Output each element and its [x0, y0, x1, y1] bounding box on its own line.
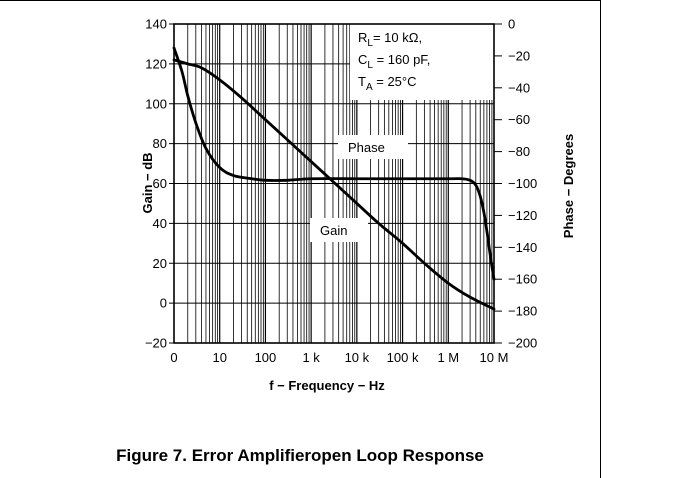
- y-left-tick-label: 120: [145, 56, 167, 71]
- cond-1-sub: L: [367, 38, 373, 49]
- x-axis-title: f − Frequency − Hz: [269, 378, 385, 393]
- y-axis-right-title: Phase − Degrees: [561, 134, 576, 238]
- y-right-tick-label: −100: [508, 176, 537, 191]
- phase-label: Phase: [348, 140, 385, 155]
- y-left-tick-label: 60: [153, 176, 167, 191]
- series-curves: [172, 46, 496, 311]
- y-right-tick-label: −140: [508, 240, 537, 255]
- cond-1-rest: = 10 kΩ,: [373, 30, 422, 45]
- top-border-line: [0, 0, 600, 1]
- y-right-tick-label: 0: [508, 17, 515, 32]
- phase-curve: [172, 46, 496, 281]
- cond-2-main: C: [358, 52, 367, 67]
- gain-label-bg: [310, 218, 368, 242]
- cond-2-sub: L: [367, 60, 373, 71]
- cond-3-main: T: [358, 74, 366, 89]
- y-right-tick-label: −200: [508, 336, 537, 351]
- x-tick-label: 10 M: [480, 350, 509, 365]
- cond-3-sub: A: [366, 82, 373, 93]
- conditions-line-3: TA = 25°C: [358, 74, 417, 93]
- y-right-tick-label: −180: [508, 304, 537, 319]
- conditions-line-1: RL= 10 kΩ,: [358, 30, 422, 49]
- gain-label: Gain: [320, 223, 347, 238]
- grid-lines: [174, 24, 494, 343]
- gain-curve: [172, 58, 496, 311]
- x-tick-label: 0: [170, 350, 177, 365]
- x-tick-label: 100: [255, 350, 277, 365]
- y-left-tick-label: 20: [153, 256, 167, 271]
- x-tick-label: 10: [212, 350, 226, 365]
- y-right-tick-label: −60: [508, 112, 530, 127]
- y-left-tick-label: 100: [145, 96, 167, 111]
- y-left-tick-label: 80: [153, 136, 167, 151]
- cond-3-rest: = 25°C: [373, 74, 417, 89]
- y-right-tick-label: −80: [508, 144, 530, 159]
- phase-label-bg: [338, 135, 408, 159]
- figure-caption: Figure 7. Error Amplifieropen Loop Respo…: [116, 446, 484, 465]
- y-left-tick-label: 140: [145, 17, 167, 32]
- x-tick-label: 100 k: [387, 350, 419, 365]
- y-right-tick-label: −160: [508, 272, 537, 287]
- right-border-line: [600, 0, 601, 478]
- y-right-tick-label: −40: [508, 80, 530, 95]
- y-axis-left-title: Gain − dB: [140, 152, 155, 213]
- annotation-backgrounds: [310, 22, 494, 242]
- conditions-line-2: CL = 160 pF,: [358, 52, 430, 71]
- y-left-tick-label: 40: [153, 216, 167, 231]
- y-right-tick-label: −20: [508, 48, 530, 63]
- y-left-tick-label: −20: [145, 336, 167, 351]
- x-tick-label: 10 k: [345, 350, 370, 365]
- x-tick-label: 1 M: [437, 350, 459, 365]
- x-tick-label: 1 k: [302, 350, 320, 365]
- y-left-tick-label: 0: [160, 296, 167, 311]
- conditions-box-bg: [350, 22, 494, 100]
- cond-2-rest: = 160 pF,: [373, 52, 430, 67]
- y-right-tick-label: −120: [508, 208, 537, 223]
- cond-1-main: R: [358, 30, 367, 45]
